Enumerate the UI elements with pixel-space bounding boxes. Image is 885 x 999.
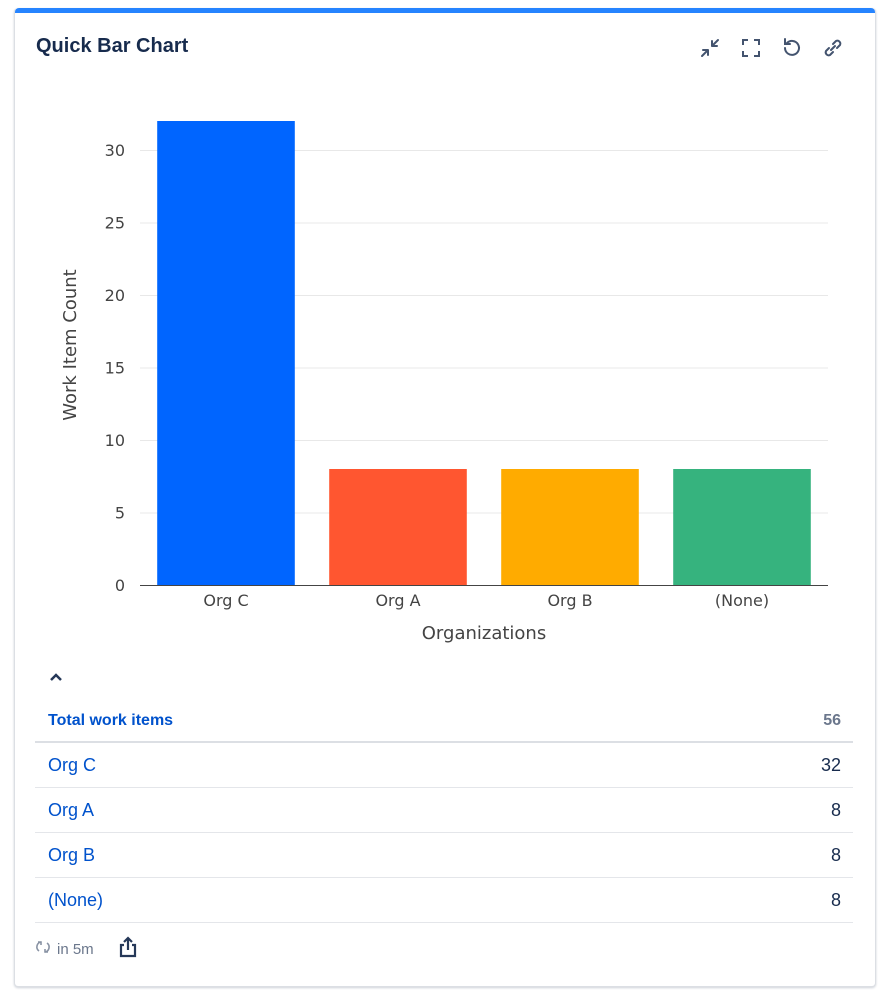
y-tick-label: 5 (115, 504, 125, 523)
row-label-link[interactable]: Org A (48, 799, 95, 820)
x-axis-title: Organizations (422, 623, 546, 644)
bar-orgc (157, 121, 295, 585)
share-icon[interactable] (118, 936, 138, 962)
total-value: 56 (823, 711, 841, 729)
table-row: Org C 32 (35, 743, 853, 788)
total-label: Total work items (48, 711, 174, 729)
y-tick-label: 10 (105, 431, 125, 450)
x-tick-label: Org C (203, 591, 248, 610)
refresh-icon[interactable] (780, 36, 804, 60)
row-label-link[interactable]: Org C (48, 754, 97, 775)
x-tick-label: Org B (547, 591, 592, 610)
y-tick-label: 15 (105, 359, 125, 378)
bar-orgb (501, 469, 639, 585)
fullscreen-icon[interactable] (739, 36, 763, 60)
row-value: 8 (830, 799, 841, 820)
minimize-icon[interactable] (698, 36, 722, 60)
row-label-link[interactable]: Org B (48, 844, 96, 865)
table-row: Org B 8 (35, 833, 853, 878)
card-footer: in 5m (35, 936, 138, 962)
card-title: Quick Bar Chart (36, 35, 189, 57)
y-axis-title: Work Item Count (60, 269, 81, 420)
bar-chart: 0 5 10 15 20 25 30 Org C Org A Org B (None) Organ… (60, 121, 828, 644)
bar-orga (329, 469, 467, 585)
x-tick-label: Org A (375, 591, 420, 610)
row-value: 8 (830, 889, 841, 910)
y-tick-label: 20 (105, 286, 125, 305)
x-tick-label: (None) (715, 591, 769, 610)
auto-refresh-icon (35, 939, 51, 959)
card-accent-bar (15, 8, 875, 13)
collapse-chevron-up-icon[interactable] (48, 670, 64, 688)
y-tick-label: 25 (105, 214, 125, 233)
row-value: 32 (820, 754, 841, 775)
link-icon[interactable] (821, 36, 845, 60)
refresh-interval-text: in 5m (57, 940, 94, 958)
row-label-link[interactable]: (None) (48, 889, 104, 910)
table-header-row: Total work items 56 (35, 700, 853, 743)
table-row: Org A 8 (35, 788, 853, 833)
y-tick-label: 0 (115, 576, 125, 595)
table-row: (None) 8 (35, 878, 853, 923)
bar-none (673, 469, 811, 585)
summary-table: Total work items 56 Org C 32 Org A 8 Org B… (35, 700, 853, 923)
y-tick-label: 30 (105, 141, 125, 160)
row-value: 8 (830, 844, 841, 865)
